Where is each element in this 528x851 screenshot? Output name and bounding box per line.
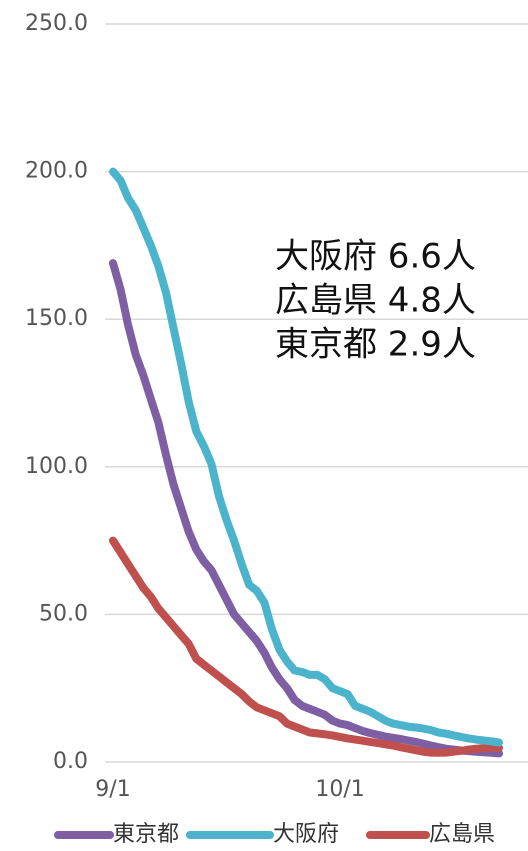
legend-label: 広島県 [429, 822, 495, 847]
data-line [109, 167, 503, 747]
legend-label: 大阪府 [273, 822, 339, 847]
annotation: 大阪府 6.6人 [275, 237, 476, 277]
y-tick-label: 0.0 [53, 749, 88, 774]
y-tick-label: 200.0 [25, 159, 88, 184]
data-line [109, 536, 503, 757]
x-tick-label: 10/1 [315, 777, 364, 802]
x-tick-label: 9/1 [95, 777, 130, 802]
y-tick-label: 100.0 [25, 454, 88, 479]
y-tick-label: 250.0 [25, 11, 88, 36]
data-line [109, 259, 503, 758]
y-tick-label: 50.0 [39, 601, 88, 626]
annotation: 東京都 2.9人 [275, 325, 476, 365]
legend-label: 東京都 [113, 822, 179, 847]
annotation: 広島県 4.8人 [275, 281, 476, 321]
y-tick-label: 150.0 [25, 306, 88, 331]
